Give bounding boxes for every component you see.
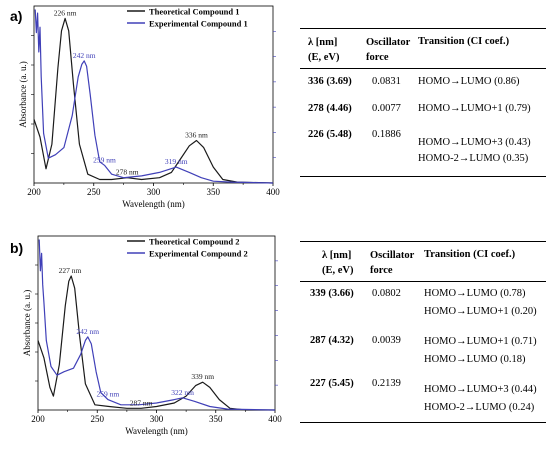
table-b-row2-lambda: 287 (4.32) — [310, 335, 354, 346]
table-b-top-rule — [300, 241, 546, 242]
table-a-top-rule — [300, 28, 546, 29]
table-b: λ [nm] (E, eV) Oscillator force Transiti… — [300, 241, 546, 423]
chart-b-peak-label-4: 322 nm — [171, 388, 194, 397]
table-a-row3-osc: 0.1886 — [372, 129, 401, 140]
table-b-header-rule — [300, 281, 546, 282]
table-b-row2-transition-2: HOMO→LUMO (0.18) — [424, 354, 526, 365]
table-b-header-lambda: λ [nm] (E, eV) — [322, 250, 354, 276]
chart-b-series-2-line — [38, 239, 276, 411]
table-a-header-lambda: λ [nm] (E, eV) — [308, 37, 340, 63]
table-a-row3-lambda: 226 (5.48) — [308, 129, 352, 140]
chart-a-legend-label-1: Theoretical Compound 1 — [149, 7, 240, 17]
chart-a-x-tick-label-0: 200 — [27, 187, 41, 197]
chart-a-legend-label-2: Experimental Compound 1 — [149, 19, 248, 29]
table-a-row1-transition-1: HOMO→LUMO (0.86) — [418, 76, 520, 87]
chart-a-x-tick-label-2: 300 — [147, 187, 161, 197]
table-b-row3-lambda: 227 (5.45) — [310, 378, 354, 389]
chart-a-peak-label-0: 226 nm — [54, 8, 77, 17]
panel-b-label: b) — [10, 240, 24, 256]
table-b-row3-transition-2: HOMO-2→LUMO (0.24) — [424, 402, 535, 413]
table-b-bottom-rule — [300, 422, 546, 423]
table-a-row2-osc: 0.0077 — [372, 103, 401, 114]
table-a-row2-transition-1: HOMO→LUMO+1 (0.79) — [418, 103, 531, 114]
chart-b-peak-label-1: 242 nm — [76, 327, 99, 336]
chart-b-x-tick-label-4: 400 — [268, 414, 282, 424]
chart-a-peak-label-4: 319 nm — [165, 157, 188, 166]
table-b-row1-transition-1: HOMO→LUMO (0.78) — [424, 288, 526, 299]
table-b-row2-transition-1: HOMO→LUMO+1 (0.71) — [424, 336, 537, 347]
chart-b-peak-label-3: 287 nm — [130, 398, 153, 407]
table-a-row3-transition-2: HOMO-2→LUMO (0.35) — [418, 153, 529, 164]
chart-a-series-2-line — [34, 9, 274, 184]
table-b-row1-lambda: 339 (3.66) — [310, 288, 354, 299]
chart-b-legend-label-2: Experimental Compound 2 — [149, 249, 248, 259]
chart-b-series-1-line — [37, 275, 275, 411]
chart-b-x-tick-label-1: 250 — [91, 414, 105, 424]
chart-b-plot-frame — [37, 235, 276, 411]
table-a-row2-lambda: 278 (4.46) — [308, 103, 352, 114]
chart-b-x-tick-label-0: 200 — [31, 414, 45, 424]
table-b-header-osc: Oscillator force — [370, 250, 415, 276]
table-a-bottom-rule — [300, 176, 546, 177]
chart-a-peak-label-3: 278 nm — [116, 168, 139, 177]
panel-a-label: a) — [10, 8, 23, 24]
table-a-header-rule — [300, 68, 546, 69]
table-b-header-transition: Transition (CI coef.) — [424, 249, 516, 260]
table-a-row3-transition-1: HOMO→LUMO+3 (0.43) — [418, 137, 531, 148]
chart-b-x-tick-label-3: 350 — [209, 414, 223, 424]
chart-a-peak-label-5: 336 nm — [185, 131, 208, 140]
table-b-row3-osc: 0.2139 — [372, 378, 401, 389]
chart-a-peak-label-1: 242 nm — [73, 51, 96, 60]
table-b-row2-osc: 0.0039 — [372, 335, 401, 346]
chart-a-peak-label-2: 259 nm — [93, 155, 116, 164]
table-b-row1-osc: 0.0802 — [372, 288, 401, 299]
chart-a-x-tick-label-4: 400 — [266, 187, 280, 197]
chart-b-y-axis-label: Absorbance (a. u.) — [22, 290, 32, 356]
chart-a-x-tick-label-3: 350 — [207, 187, 221, 197]
chart-b-peak-label-5: 339 nm — [191, 372, 214, 381]
table-b-row1-transition-2: HOMO→LUMO+1 (0.20) — [424, 306, 537, 317]
table-a-header-osc: Oscillator force — [366, 37, 411, 63]
chart-a-plot-frame — [33, 5, 274, 184]
chart-b-x-tick-label-2: 300 — [150, 414, 164, 424]
table-a: λ [nm] (E, eV) Oscillator force Transiti… — [300, 28, 546, 178]
chart-b: 200 250 300 350 400 Wavelength (nm) Absorbance… — [22, 235, 282, 436]
table-a-row1-lambda: 336 (3.69) — [308, 76, 352, 87]
chart-b-legend-label-1: Theoretical Compound 2 — [149, 237, 240, 247]
chart-b-peak-label-0: 227 nm — [59, 266, 82, 275]
chart-b-peak-label-2: 259 nm — [97, 390, 120, 399]
chart-a-x-tick-label-1: 250 — [87, 187, 101, 197]
chart-a: 200 250 300 350 400 Wavelength (nm) Absorbance… — [18, 5, 280, 209]
table-b-row3-transition-1: HOMO→LUMO+3 (0.44) — [424, 384, 537, 395]
chart-a-x-axis-label: Wavelength (nm) — [122, 199, 185, 209]
chart-a-series-1-line — [33, 17, 274, 184]
chart-a-y-axis-label: Absorbance (a. u.) — [18, 61, 28, 127]
table-a-row1-osc: 0.0831 — [372, 76, 401, 87]
chart-b-x-axis-label: Wavelength (nm) — [125, 426, 188, 436]
table-a-header-transition: Transition (CI coef.) — [418, 36, 510, 47]
